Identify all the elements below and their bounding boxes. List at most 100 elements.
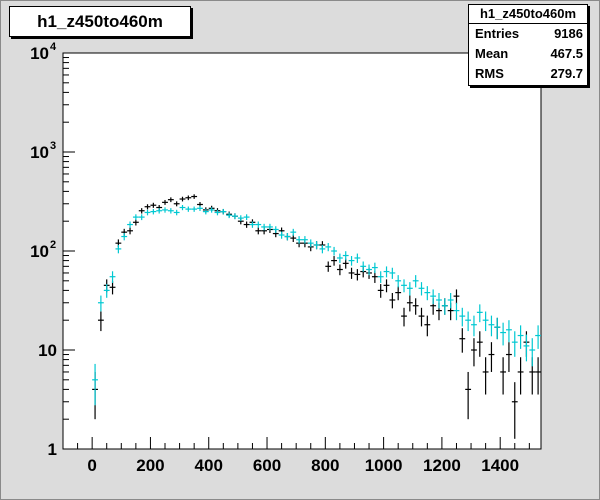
data-point: [150, 208, 157, 215]
stats-entries-label: Entries: [475, 26, 520, 41]
stats-mean: Mean 467.5: [469, 44, 587, 64]
data-point: [173, 201, 180, 207]
data-point: [121, 233, 128, 241]
x-tick-label: 1400: [481, 456, 519, 475]
data-point: [500, 322, 507, 346]
data-point: [535, 357, 541, 395]
y-tick-exponent: 4: [50, 41, 57, 53]
x-tick-label: 600: [253, 456, 281, 475]
data-point: [336, 253, 343, 263]
data-point: [494, 317, 501, 340]
stats-entries-value: 9186: [554, 26, 583, 41]
data-point: [325, 261, 332, 272]
data-point: [377, 271, 384, 283]
data-point: [465, 371, 472, 420]
data-point: [506, 320, 512, 343]
data-point: [167, 208, 174, 214]
data-points: [92, 194, 541, 439]
data-point: [424, 315, 431, 337]
data-point: [371, 262, 378, 274]
data-point: [156, 208, 163, 214]
data-point: [272, 226, 279, 233]
data-point: [360, 261, 367, 272]
data-point: [243, 221, 250, 228]
data-point: [109, 281, 116, 295]
data-point: [162, 207, 168, 213]
data-point: [237, 215, 244, 222]
data-point: [278, 231, 285, 239]
data-point: [476, 304, 483, 323]
y-tick-label: 10: [30, 143, 49, 162]
data-point: [313, 241, 320, 250]
data-point: [348, 256, 355, 266]
data-point: [162, 199, 168, 205]
stats-entries: Entries 9186: [469, 24, 587, 44]
data-point: [138, 208, 145, 214]
data-point: [255, 227, 262, 235]
data-point: [185, 195, 192, 201]
data-point: [517, 325, 524, 349]
data-point: [249, 221, 256, 228]
x-tick-label: 800: [311, 456, 339, 475]
data-point: [296, 236, 302, 244]
data-point: [138, 214, 145, 221]
stats-mean-value: 467.5: [550, 46, 583, 61]
data-point: [389, 267, 396, 279]
data-point: [179, 204, 186, 211]
x-tick-label: 0: [87, 456, 96, 475]
data-point: [465, 311, 472, 332]
data-point: [150, 202, 157, 208]
data-point: [383, 266, 390, 278]
data-point: [395, 275, 402, 288]
data-point: [471, 315, 477, 337]
stats-rms-label: RMS: [475, 66, 504, 81]
stats-rms-value: 279.7: [550, 66, 583, 81]
data-point: [371, 271, 378, 283]
data-point: [179, 196, 186, 202]
data-point: [401, 279, 407, 293]
data-point: [214, 209, 221, 216]
data-point: [377, 284, 384, 298]
data-point: [436, 292, 442, 309]
data-point: [389, 292, 396, 309]
stats-rms: RMS 279.7: [469, 64, 587, 84]
data-point: [488, 315, 495, 337]
data-point: [255, 221, 262, 228]
data-point: [342, 251, 349, 261]
data-point: [517, 357, 524, 395]
data-point: [132, 219, 139, 226]
y-tick-label: 1: [48, 440, 57, 459]
data-point: [511, 382, 518, 439]
data-point: [208, 207, 215, 213]
data-point: [144, 204, 151, 210]
data-point: [418, 282, 425, 296]
frame: [62, 52, 542, 450]
data-point: [488, 342, 495, 372]
histogram-title: h1_z450to460m: [9, 6, 191, 37]
data-point: [406, 295, 413, 312]
data-point: [418, 307, 425, 327]
data-point: [535, 325, 541, 349]
data-point: [115, 244, 122, 254]
data-point: [127, 221, 133, 228]
data-point: [506, 342, 512, 372]
data-point: [348, 267, 355, 279]
data-point: [336, 264, 343, 276]
x-tick-label: 1000: [365, 456, 403, 475]
data-point: [132, 214, 139, 221]
data-point: [97, 295, 104, 312]
data-point: [511, 331, 518, 357]
data-point: [383, 279, 390, 293]
data-point: [366, 264, 372, 276]
data-point: [173, 209, 180, 216]
data-point: [243, 214, 250, 221]
data-point: [482, 357, 489, 395]
data-point: [202, 208, 209, 215]
data-point: [354, 269, 361, 281]
y-tick-exponent: 3: [50, 140, 56, 152]
data-point: [307, 239, 314, 248]
data-point: [127, 227, 133, 235]
data-point: [412, 275, 419, 288]
